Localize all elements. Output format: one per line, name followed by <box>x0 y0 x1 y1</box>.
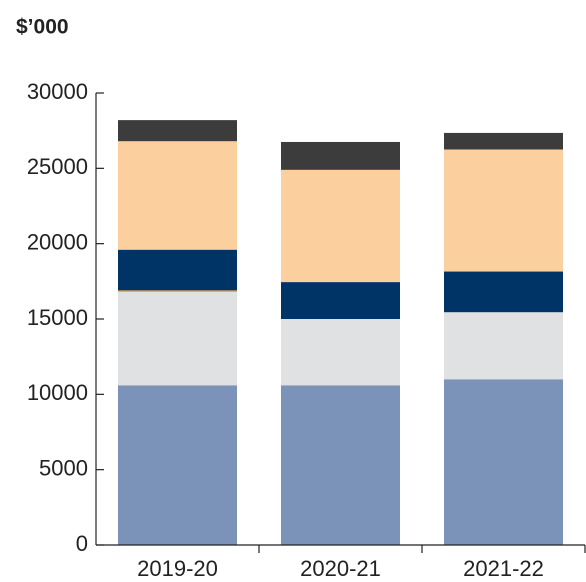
bar-segment <box>444 312 563 380</box>
bar-segment <box>281 282 400 319</box>
bar-segment <box>118 141 237 250</box>
x-tick-label: 2019-20 <box>137 556 218 581</box>
bar-segment <box>281 385 400 545</box>
bar-segment <box>444 379 563 545</box>
bar-segment <box>118 290 237 292</box>
y-tick-label: 25000 <box>27 154 88 179</box>
y-tick-label: 5000 <box>39 455 88 480</box>
x-tick-label: 2021-22 <box>463 556 544 581</box>
bar-segment <box>444 132 563 150</box>
x-tick-label: 2020-21 <box>300 556 381 581</box>
y-tick-label: 10000 <box>27 380 88 405</box>
bar-segment <box>118 249 237 291</box>
bar-segment <box>281 169 400 283</box>
bar-segment <box>281 141 400 170</box>
bar-segment <box>281 319 400 386</box>
y-tick-label: 0 <box>76 531 88 556</box>
y-tick-label: 15000 <box>27 305 88 330</box>
bar-segment <box>118 291 237 386</box>
chart-title: $’000 <box>16 16 69 39</box>
bar-segment <box>118 385 237 545</box>
y-tick-label: 30000 <box>27 79 88 104</box>
bar-segment <box>444 271 563 313</box>
bar-segment <box>444 149 563 272</box>
bar-segment <box>118 120 237 142</box>
y-tick-label: 20000 <box>27 229 88 254</box>
